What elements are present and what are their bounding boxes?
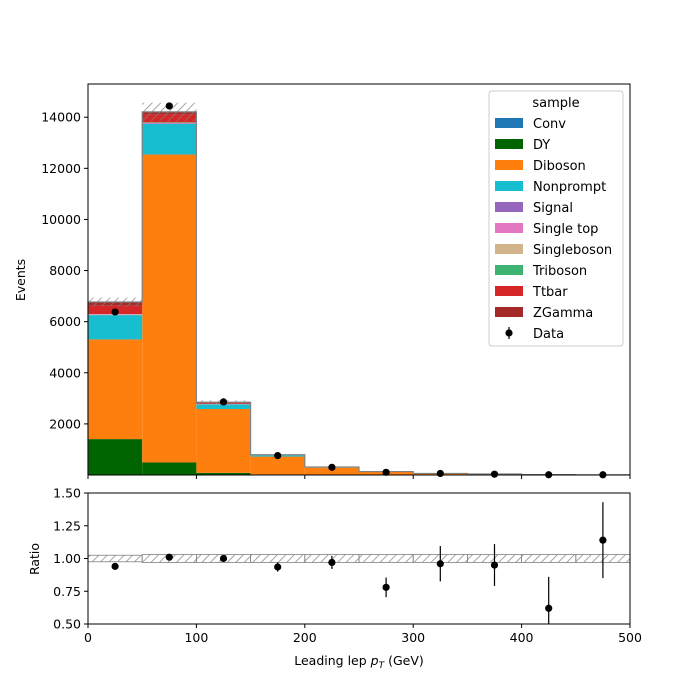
- x-tick-label-4: 400: [510, 630, 534, 645]
- y-tick-label-0: 2000: [49, 416, 81, 431]
- bar-diboson-1: [142, 154, 197, 463]
- bar-dy-2: [196, 472, 251, 475]
- bar-diboson-2: [196, 408, 251, 473]
- legend-label-dy: DY: [533, 138, 550, 153]
- x-axis-label-sub: T: [379, 661, 386, 671]
- legend-label-data: Data: [533, 327, 564, 342]
- main-panel: 2000 4000 6000 8000 10000 12000 14000 Events: [13, 83, 631, 479]
- data-point-3: [274, 451, 282, 460]
- legend-swatch-signal: [495, 202, 523, 212]
- ratio-y-tick-label-2: 1.00: [53, 551, 81, 566]
- legend-swatch-dy: [495, 139, 523, 149]
- data-point-7: [490, 470, 499, 478]
- legend-swatch-singleboson: [495, 244, 523, 254]
- legend-label-triboson: Triboson: [532, 264, 587, 279]
- data-point-4: [328, 463, 336, 471]
- x-axis-label-unit-text: (GeV): [388, 653, 424, 668]
- legend-swatch-zgamma: [495, 307, 523, 317]
- bar-triboson-1: [142, 122, 197, 123]
- data-point-5: [382, 468, 390, 476]
- data-point-0: [111, 308, 119, 316]
- ratio-band-0: [87, 554, 143, 563]
- ratio-y-tick-label-0: 0.50: [53, 617, 81, 632]
- y-tick-label-3: 8000: [49, 263, 81, 278]
- legend-label-diboson: Diboson: [533, 159, 586, 174]
- y-tick-label-4: 10000: [41, 212, 81, 227]
- legend-label-nonprompt: Nonprompt: [533, 180, 606, 195]
- legend-swatch-conv: [495, 118, 523, 128]
- ratio-y-tick-label-3: 1.25: [53, 518, 81, 533]
- legend-label-signal: Signal: [533, 201, 573, 216]
- bar-diboson-4: [304, 467, 359, 475]
- bar-nonprompt-0: [88, 315, 143, 340]
- x-tick-label-3: 300: [401, 630, 425, 645]
- x-axis-label-main: Leading lep: [294, 653, 366, 668]
- legend-label-conv: Conv: [533, 117, 566, 132]
- main-frame: [87, 83, 631, 476]
- main-x-ticks: [87, 475, 631, 479]
- ratio-band-8: [521, 554, 577, 563]
- legend: sample Conv DY Diboson Nonprompt Signal Singl…: [488, 90, 624, 347]
- ratio-point-2: [219, 554, 228, 563]
- ratio-y-ticks: 0.50 0.75 1.00 1.25 1.50: [53, 486, 88, 632]
- legend-label-ttbar: Ttbar: [532, 285, 568, 300]
- bar-diboson-0: [88, 339, 143, 440]
- legend-swatch-diboson: [495, 160, 523, 170]
- ratio-y-tick-label-1: 0.75: [53, 584, 81, 599]
- legend-data-marker: [505, 329, 513, 337]
- bar-nonprompt-2: [196, 404, 251, 409]
- data-point-2: [219, 398, 228, 406]
- ratio-axis-label: Ratio: [27, 543, 42, 575]
- ratio-point-9: [599, 536, 607, 544]
- legend-items: Conv DY Diboson Nonprompt Signal Single top Si…: [495, 117, 612, 342]
- y-axis-label: Events: [13, 259, 28, 301]
- ratio-point-5: [382, 583, 390, 591]
- y-tick-label-2: 6000: [49, 314, 81, 329]
- ratio-point-6: [436, 560, 444, 568]
- ratio-band-5: [358, 554, 414, 563]
- x-tick-label-1: 100: [184, 630, 208, 645]
- ratio-point-1: [165, 553, 173, 561]
- y-tick-label-6: 14000: [41, 110, 81, 125]
- x-tick-label-0: 0: [84, 630, 92, 645]
- ratio-point-4: [328, 558, 336, 567]
- ratio-point-7: [490, 561, 499, 569]
- main-y-ticks: 2000 4000 6000 8000 10000 12000 14000: [41, 110, 88, 431]
- data-point-6: [436, 469, 444, 478]
- ratio-x-ticks: 0 100 200 300 400 500: [84, 624, 642, 645]
- bar-nonprompt-1: [142, 123, 197, 155]
- bar-diboson-3: [250, 456, 305, 475]
- x-axis-label: Leading lep pT (GeV): [294, 653, 424, 671]
- data-point-1: [165, 102, 173, 110]
- ratio-point-3: [274, 563, 282, 571]
- ratio-panel: 0.50 0.75 1.00 1.25 1.50 0 100 200 300 400 500 Ra…: [27, 486, 642, 672]
- legend-swatch-nonprompt: [495, 181, 523, 191]
- legend-swatch-triboson: [495, 265, 523, 275]
- bar-dy-0: [88, 439, 143, 475]
- legend-swatch-ttbar: [495, 286, 523, 296]
- x-tick-label-2: 200: [293, 630, 317, 645]
- ratio-y-tick-label-4: 1.50: [53, 486, 81, 501]
- legend-label-zgamma: ZGamma: [533, 306, 593, 321]
- ratio-band-3: [250, 554, 306, 563]
- ratio-point-0: [111, 562, 119, 570]
- legend-title: sample: [532, 96, 579, 111]
- x-axis-label-pt: p: [370, 653, 379, 668]
- legend-frame: [488, 90, 624, 347]
- legend-label-singleboson: Singleboson: [533, 243, 612, 258]
- y-tick-label-1: 4000: [49, 365, 81, 380]
- stacked-bars: [88, 111, 630, 475]
- x-tick-label-5: 500: [618, 630, 642, 645]
- ratio-point-8: [545, 604, 553, 612]
- legend-label-single-top: Single top: [533, 222, 598, 237]
- legend-swatch-single-top: [495, 223, 523, 233]
- bar-dy-1: [142, 462, 197, 475]
- ratio-points: [111, 502, 607, 624]
- bar-single-top-1: [142, 122, 197, 124]
- y-tick-label-5: 12000: [41, 161, 81, 176]
